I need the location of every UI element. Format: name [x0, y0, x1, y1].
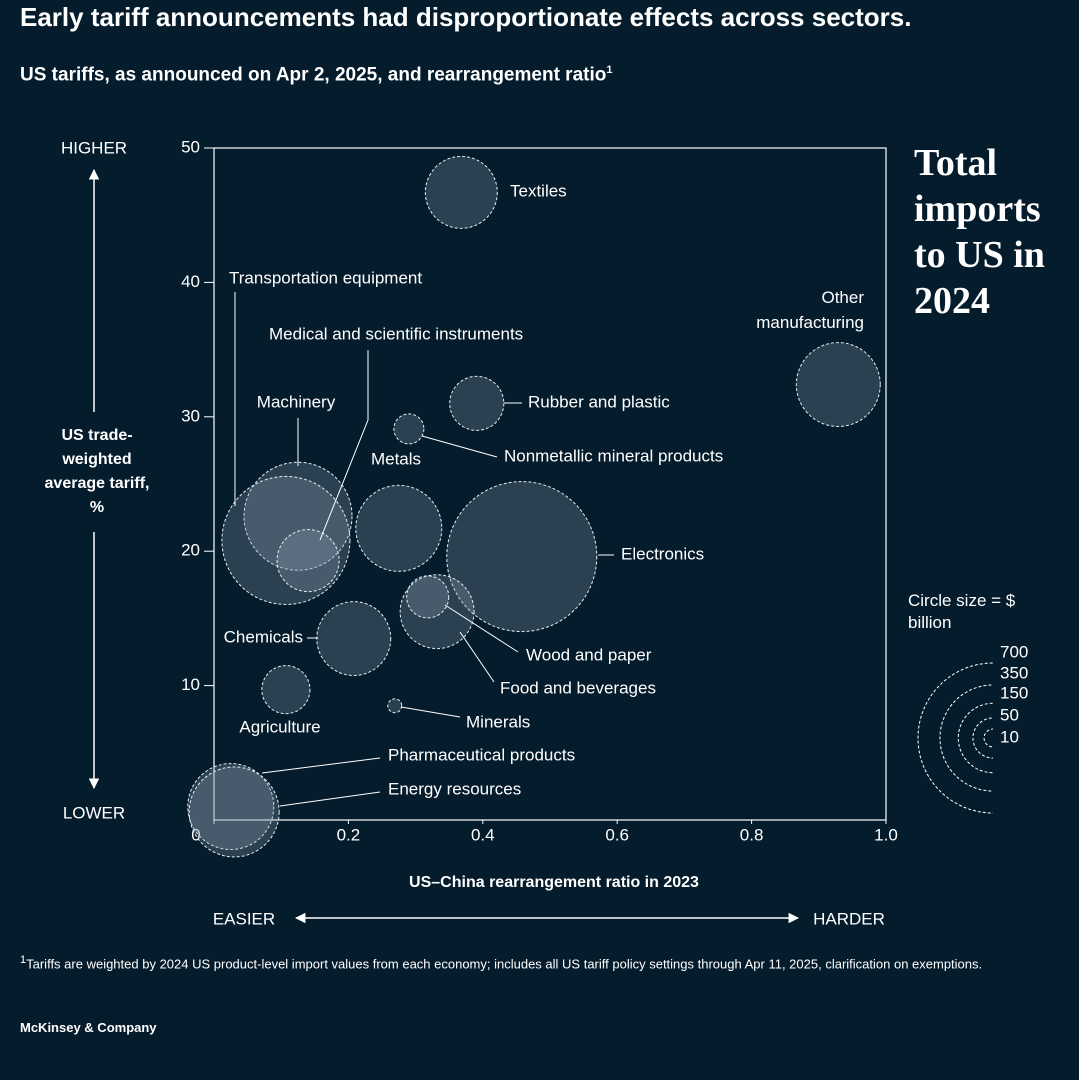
subtitle-text: US tariffs, as announced on Apr 2, 2025,…	[20, 64, 607, 86]
leader-line	[400, 706, 461, 718]
x-low: EASIER	[213, 909, 275, 928]
y-tick-label: 40	[181, 272, 200, 291]
size-legend-label: 350	[1000, 663, 1028, 682]
bubble	[393, 413, 425, 445]
bubble	[221, 475, 351, 605]
footnote: 1Tariffs are weighted by 2024 US product…	[20, 952, 1020, 972]
bubble	[449, 375, 505, 431]
bubble-label: Metals	[371, 449, 421, 468]
bubble-label: Other manufacturing	[756, 288, 864, 332]
y-tick-label: 20	[181, 541, 200, 560]
bubble	[261, 665, 311, 715]
bubble-label: Agriculture	[239, 717, 320, 736]
size-legend-circle	[939, 684, 993, 792]
y-high: HIGHER	[61, 138, 127, 157]
size-legend-circle	[972, 717, 993, 759]
leader-line	[421, 435, 498, 458]
bubble	[387, 698, 403, 714]
size-legend-circle	[983, 728, 993, 748]
bubble	[188, 766, 280, 858]
bubble-label: Medical and scientific instruments	[269, 324, 523, 343]
size-legend-label: 150	[1000, 683, 1028, 702]
leader-line	[319, 350, 369, 541]
leader-line	[444, 604, 519, 653]
chart-title: Early tariff announcements had dispropor…	[20, 2, 912, 32]
leader-line	[459, 631, 495, 683]
bubble	[399, 574, 475, 650]
x-high: HARDER	[813, 909, 885, 928]
x-tick-label: 1.0	[874, 825, 898, 844]
bubble-label: Minerals	[466, 712, 530, 731]
y-axis-label: US trade-weighted average tariff, %	[44, 427, 150, 516]
chart-subtitle: US tariffs, as announced on Apr 2, 2025,…	[20, 64, 612, 86]
bubble-label: Rubber and plastic	[528, 392, 670, 411]
footnote-marker: 1	[20, 954, 27, 966]
bubble	[424, 155, 498, 229]
bubble-label: Food and beverages	[500, 678, 656, 697]
bubble	[446, 481, 598, 633]
bubble-label: Nonmetallic mineral products	[504, 446, 723, 465]
x-tick-label: 0.4	[471, 825, 495, 844]
bubble	[355, 484, 443, 572]
x-tick-label: 0.2	[337, 825, 361, 844]
footnote-marker: 1	[606, 64, 613, 76]
y-tick-label: 10	[181, 675, 200, 694]
side-title: Total imports to US in 2024	[914, 142, 1045, 322]
bubble-label: Pharmaceutical products	[388, 745, 575, 764]
bubble	[276, 529, 340, 593]
source: McKinsey & Company	[20, 1020, 157, 1035]
size-legend	[917, 662, 993, 814]
size-legend-label: 50	[1000, 705, 1019, 724]
bubble-label: Textiles	[510, 181, 567, 200]
leader-line	[279, 791, 381, 807]
size-legend-label: 10	[1000, 727, 1019, 746]
y-low: LOWER	[63, 803, 125, 822]
bubble-label: Wood and paper	[526, 645, 652, 664]
bubble-label: Energy resources	[388, 779, 521, 798]
plot-frame	[213, 147, 887, 821]
bubble	[406, 575, 450, 619]
bubble	[795, 342, 881, 427]
bubble-label: Transportation equipment	[229, 268, 422, 287]
bubble-label: Electronics	[621, 544, 704, 563]
x-tick-label: 0.8	[740, 825, 764, 844]
bubble	[187, 763, 275, 851]
size-legend-label: 700	[1000, 642, 1028, 661]
y-tick-label: 50	[181, 137, 200, 156]
bubble	[316, 601, 392, 677]
y-tick-label: 30	[181, 406, 200, 425]
x-axis-label: US–China rearrangement ratio in 2023	[409, 874, 699, 891]
leader-line	[261, 757, 381, 774]
bubbles	[187, 155, 881, 858]
size-legend-title: Circle size = $ billion	[908, 591, 1016, 632]
bubble-label: Machinery	[257, 392, 336, 411]
bubble-label: Chemicals	[224, 627, 303, 646]
footnote-text: Tariffs are weighted by 2024 US product-…	[26, 956, 983, 972]
size-legend-circle	[917, 662, 993, 814]
x-tick-label: 0.6	[605, 825, 629, 844]
